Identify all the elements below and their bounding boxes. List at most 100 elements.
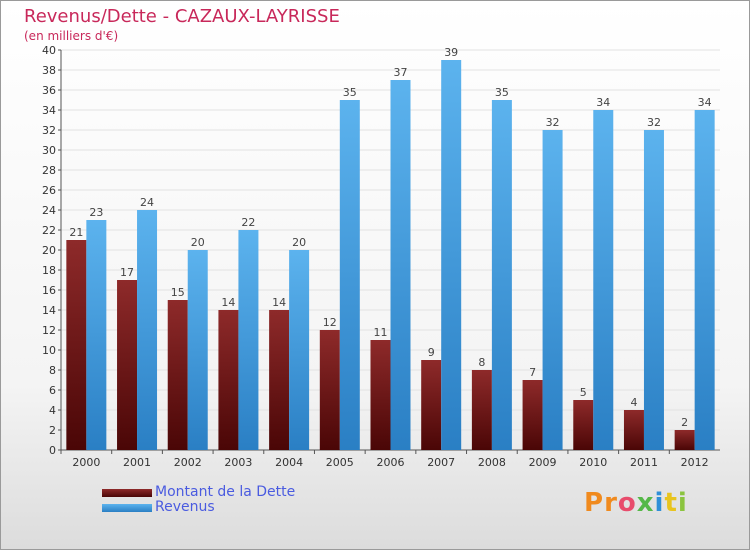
value-label-debt: 4 [630, 396, 637, 409]
y-tick-label: 40 [42, 44, 56, 57]
x-tick-label: 2009 [529, 456, 557, 469]
brand-letter: x [636, 488, 655, 518]
bar-debt [370, 340, 391, 450]
value-label-revenus: 20 [191, 236, 205, 249]
x-tick-label: 2004 [275, 456, 303, 469]
bar-debt [421, 360, 442, 450]
bar-debt [66, 240, 87, 450]
value-label-debt: 7 [529, 366, 536, 379]
bar-revenus [694, 110, 715, 450]
value-label-debt: 14 [221, 296, 235, 309]
brand-letter: i [677, 488, 688, 518]
y-tick-label: 32 [42, 124, 56, 137]
value-label-debt: 12 [323, 316, 337, 329]
value-label-revenus: 39 [444, 46, 458, 59]
bar-debt [269, 310, 290, 450]
value-label-revenus: 23 [89, 206, 103, 219]
y-tick-label: 38 [42, 64, 56, 77]
brand-letter: t [664, 488, 678, 518]
bar-debt [117, 280, 138, 450]
x-tick-label: 2002 [174, 456, 202, 469]
y-tick-label: 4 [49, 404, 56, 417]
bar-debt [471, 370, 492, 450]
bar-revenus [86, 220, 107, 450]
legend-label-debt: Montant de la Dette [155, 484, 296, 500]
legend-swatch-debt [102, 489, 152, 497]
y-tick-label: 20 [42, 244, 56, 257]
x-tick-label: 2000 [72, 456, 100, 469]
bar-revenus [187, 250, 208, 450]
y-tick-label: 26 [42, 184, 56, 197]
y-tick-label: 8 [49, 364, 56, 377]
bar-debt [623, 410, 644, 450]
legend-label-revenus: Revenus [155, 499, 215, 515]
bar-debt [674, 430, 695, 450]
chart-subtitle: (en milliers d'€) [24, 29, 119, 43]
y-tick-label: 6 [49, 384, 56, 397]
bar-revenus [339, 100, 360, 450]
y-tick-label: 28 [42, 164, 56, 177]
bars [66, 60, 715, 450]
value-label-revenus: 34 [596, 96, 610, 109]
value-label-debt: 2 [681, 416, 688, 429]
bar-revenus [289, 250, 310, 450]
bar-revenus [593, 110, 614, 450]
bar-debt [167, 300, 188, 450]
value-label-debt: 9 [428, 346, 435, 359]
bar-debt [218, 310, 239, 450]
value-label-revenus: 32 [546, 116, 560, 129]
bar-revenus [441, 60, 462, 450]
bar-debt [573, 400, 594, 450]
chart-title: Revenus/Dette - CAZAUX-LAYRISSE [24, 6, 340, 27]
x-tick-label: 2005 [326, 456, 354, 469]
x-tick-label: 2011 [630, 456, 658, 469]
x-tick-label: 2010 [579, 456, 607, 469]
bar-revenus [542, 130, 563, 450]
legend-swatch-revenus [102, 504, 152, 512]
value-label-revenus: 22 [241, 216, 255, 229]
bar-revenus [643, 130, 664, 450]
bar-debt [522, 380, 543, 450]
brand-letter: o [617, 488, 637, 518]
bar-debt [319, 330, 340, 450]
x-tick-label: 2012 [681, 456, 709, 469]
y-tick-label: 12 [42, 324, 56, 337]
value-label-debt: 15 [171, 286, 185, 299]
value-label-revenus: 24 [140, 196, 154, 209]
value-label-debt: 5 [580, 386, 587, 399]
y-tick-label: 10 [42, 344, 56, 357]
y-tick-label: 30 [42, 144, 56, 157]
x-tick-label: 2008 [478, 456, 506, 469]
value-label-debt: 14 [272, 296, 286, 309]
brand-logo: Proxiti [584, 488, 688, 518]
value-label-debt: 21 [69, 226, 83, 239]
value-labels: 2123172415201422142012351137939835732534… [69, 46, 711, 429]
bar-revenus [491, 100, 512, 450]
y-tick-label: 36 [42, 84, 56, 97]
y-tick-label: 14 [42, 304, 56, 317]
value-label-revenus: 34 [698, 96, 712, 109]
bar-revenus [390, 80, 411, 450]
y-tick-label: 18 [42, 264, 56, 277]
brand-letter: P [584, 488, 605, 518]
bar-revenus [137, 210, 158, 450]
y-tick-label: 22 [42, 224, 56, 237]
x-tick-label: 2007 [427, 456, 455, 469]
brand-letter: r [604, 488, 618, 518]
x-tick-label: 2006 [377, 456, 405, 469]
brand-letter: i [654, 488, 665, 518]
value-label-revenus: 32 [647, 116, 661, 129]
y-tick-label: 2 [49, 424, 56, 437]
bar-revenus [238, 230, 259, 450]
value-label-revenus: 35 [495, 86, 509, 99]
value-label-debt: 17 [120, 266, 134, 279]
x-tick-label: 2003 [224, 456, 252, 469]
y-tick-label: 34 [42, 104, 56, 117]
value-label-revenus: 35 [343, 86, 357, 99]
y-tick-label: 16 [42, 284, 56, 297]
value-label-revenus: 37 [394, 66, 408, 79]
value-label-revenus: 20 [292, 236, 306, 249]
value-label-debt: 8 [478, 356, 485, 369]
